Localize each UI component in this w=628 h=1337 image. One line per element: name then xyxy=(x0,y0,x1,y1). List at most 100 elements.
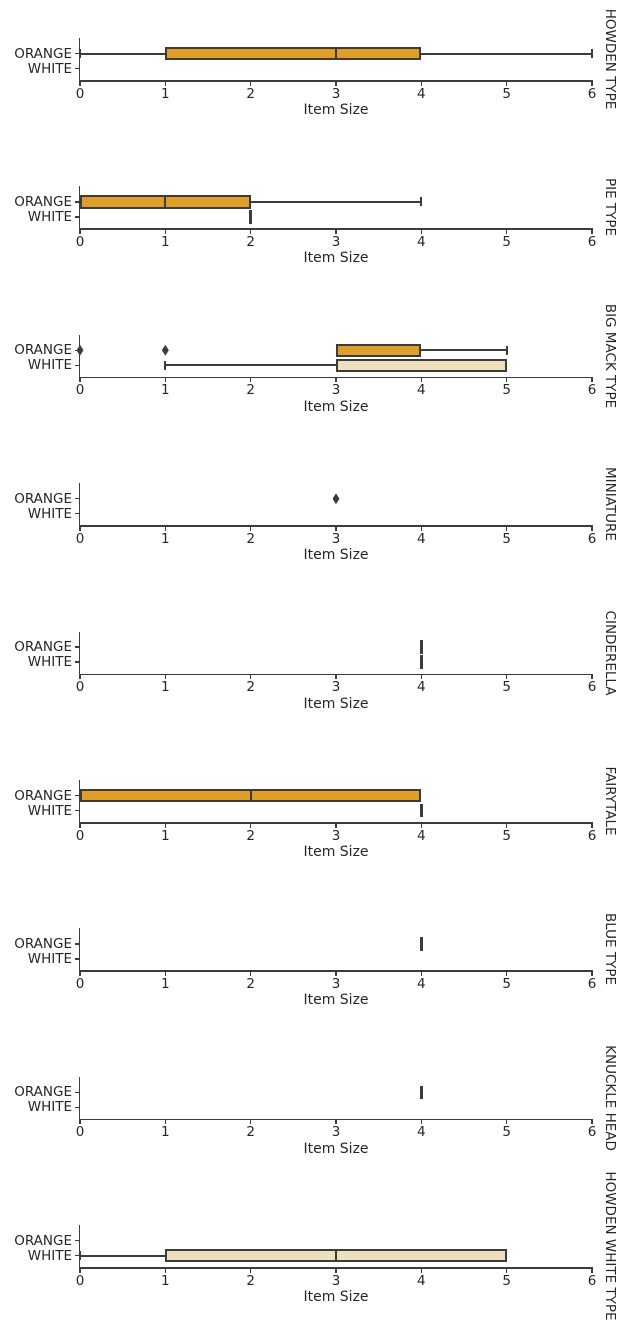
x-tick-label: 4 xyxy=(417,382,426,399)
x-tick xyxy=(420,971,422,976)
y-tick xyxy=(74,52,80,55)
median-line-orange xyxy=(335,48,337,59)
x-tick xyxy=(79,1268,81,1273)
single-value-tick-orange xyxy=(420,937,423,951)
y-tick xyxy=(74,958,80,960)
x-tick xyxy=(335,229,337,234)
x-tick xyxy=(79,526,81,531)
x-tick xyxy=(79,81,81,86)
box-orange xyxy=(165,46,422,61)
x-tick xyxy=(79,229,81,234)
x-tick xyxy=(506,526,508,531)
y-tick xyxy=(74,498,80,500)
x-tick xyxy=(164,526,166,531)
row-title: HOWDEN TYPE xyxy=(602,8,618,110)
x-tick xyxy=(79,675,81,680)
x-tick xyxy=(506,378,508,383)
y-tick-label-orange: ORANGE xyxy=(14,639,72,656)
x-tick-label: 4 xyxy=(417,679,426,696)
x-tick xyxy=(420,526,422,531)
y-axis-spine xyxy=(78,1076,81,1121)
single-value-tick-orange xyxy=(420,640,423,654)
x-tick-label: 1 xyxy=(161,85,170,102)
whisker-cap-low-orange xyxy=(79,49,81,58)
median-line-white xyxy=(335,1250,337,1261)
x-axis-spine xyxy=(78,970,593,972)
x-tick-label: 6 xyxy=(587,382,597,399)
x-tick-label: 5 xyxy=(502,85,511,102)
row-title: FAIRYTALE xyxy=(602,766,618,836)
x-tick-label: 1 xyxy=(161,530,170,547)
x-axis-spine xyxy=(78,228,593,230)
x-tick xyxy=(506,1120,508,1125)
y-tick xyxy=(74,513,80,515)
x-tick-label: 0 xyxy=(75,679,85,696)
x-tick-label: 0 xyxy=(75,85,85,102)
x-tick-label: 6 xyxy=(587,827,597,844)
whisker-line-high-orange xyxy=(421,349,507,352)
x-tick-label: 1 xyxy=(161,679,170,696)
y-tick xyxy=(74,794,80,797)
x-tick-label: 3 xyxy=(331,1272,341,1289)
x-tick xyxy=(250,823,252,828)
y-tick-label-orange: ORANGE xyxy=(14,342,72,359)
y-tick xyxy=(74,67,80,70)
x-tick-label: 3 xyxy=(331,530,341,547)
whisker-cap-low-white xyxy=(79,1251,81,1261)
x-tick xyxy=(335,971,337,976)
x-tick xyxy=(164,971,166,976)
x-tick-label: 2 xyxy=(246,1124,255,1141)
x-axis-label: Item Size xyxy=(303,992,369,1009)
box-white xyxy=(336,358,507,373)
y-axis-spine xyxy=(78,334,81,379)
x-axis-spine xyxy=(78,525,593,527)
x-tick xyxy=(591,229,593,234)
row-title: BIG MACK TYPE xyxy=(602,303,618,408)
y-tick-label-white: WHITE xyxy=(27,802,72,819)
x-tick-label: 1 xyxy=(161,827,170,844)
x-tick-label: 3 xyxy=(331,1124,341,1141)
y-tick-label-orange: ORANGE xyxy=(14,935,72,952)
x-tick-label: 3 xyxy=(331,975,341,992)
x-tick xyxy=(506,81,508,86)
x-tick xyxy=(591,526,593,531)
facet-knuckle-head: 0 1 2 3 4 5 6 ORANGE WHITE Item Size KNUCKLE HEAD xyxy=(0,1039,628,1187)
y-tick-label-white: WHITE xyxy=(27,950,72,967)
row-title: CINDERELLA xyxy=(602,610,618,696)
y-tick-label-white: WHITE xyxy=(27,1099,72,1116)
x-tick xyxy=(420,1120,422,1125)
x-tick-label: 3 xyxy=(331,827,341,844)
y-tick xyxy=(74,661,80,663)
x-tick xyxy=(420,675,422,680)
x-axis-spine xyxy=(78,822,593,824)
x-tick-label: 2 xyxy=(246,382,255,399)
x-tick xyxy=(250,526,252,531)
y-axis-spine xyxy=(78,1225,81,1269)
x-tick xyxy=(250,1120,252,1125)
y-tick xyxy=(74,1091,80,1093)
x-tick-label: 5 xyxy=(502,975,511,992)
box-orange xyxy=(336,343,422,358)
x-axis-spine xyxy=(78,1118,593,1121)
x-tick-label: 4 xyxy=(417,85,426,102)
x-tick xyxy=(335,378,337,383)
x-tick-label: 4 xyxy=(417,1272,426,1289)
x-tick xyxy=(506,675,508,680)
x-axis-label: Item Size xyxy=(303,695,369,712)
y-tick xyxy=(74,216,80,218)
row-title: PIE TYPE xyxy=(602,178,618,237)
x-axis-label: Item Size xyxy=(303,1289,369,1306)
x-tick xyxy=(250,675,252,680)
whisker-cap-high-orange xyxy=(420,197,423,207)
x-tick xyxy=(420,378,422,383)
row-title: MINIATURE xyxy=(602,467,618,542)
row-title: KNUCKLE HEAD xyxy=(602,1044,618,1151)
x-tick xyxy=(335,1268,337,1273)
y-tick-label-orange: ORANGE xyxy=(14,193,72,210)
y-tick-label-orange: ORANGE xyxy=(14,45,72,62)
y-tick xyxy=(74,1240,80,1242)
x-tick-label: 6 xyxy=(587,233,597,250)
facet-howden-type: 0 1 2 3 4 5 6 ORANGE WHITE Item Size HOWDEN TYPE xyxy=(0,0,628,148)
x-tick-label: 3 xyxy=(331,85,341,102)
x-tick xyxy=(591,823,593,828)
